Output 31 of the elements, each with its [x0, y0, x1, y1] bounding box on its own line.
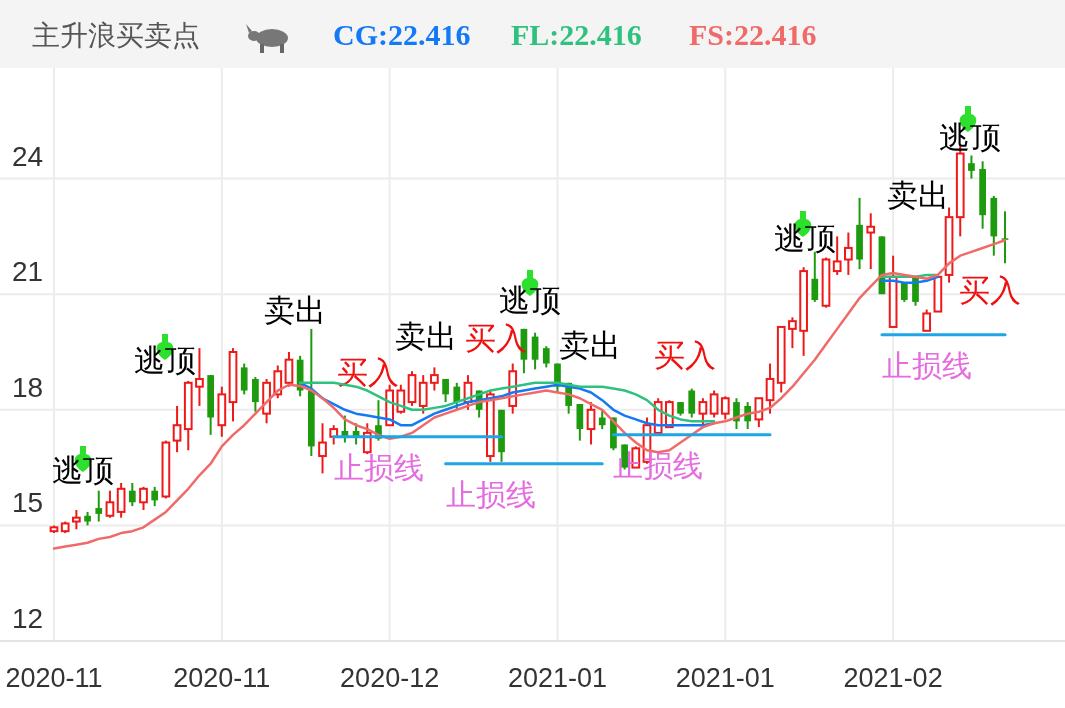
x-tick-label: 2020-11: [5, 663, 103, 693]
annotation: 买入: [337, 355, 399, 390]
annotation: 卖出: [264, 293, 326, 328]
series-label: 止损线: [613, 448, 704, 482]
annotation: 卖出: [559, 328, 621, 363]
annotation: 卖出: [395, 319, 457, 354]
series-label: 止损线: [333, 450, 424, 484]
x-tick-label: 2020-11: [173, 663, 271, 693]
annotation: 买入: [654, 338, 716, 373]
x-tick-label: 2021-02: [843, 663, 943, 693]
y-tick-label: 12: [12, 603, 44, 634]
y-tick-label: 24: [12, 140, 44, 172]
text: FL:22.416: [511, 18, 642, 51]
series-label: 止损线: [445, 477, 536, 511]
text: FS:22.416: [689, 18, 817, 51]
x-tick-label: 2020-12: [340, 663, 440, 693]
annotation: 逃顶: [134, 343, 196, 378]
x-tick-label: 2021-01: [675, 663, 775, 693]
annotation: 逃顶: [499, 283, 561, 318]
chart-title: 主升浪买卖点: [32, 20, 200, 51]
annotation: 逃顶: [52, 453, 114, 488]
y-tick-label: 18: [12, 371, 44, 403]
y-tick-label: 15: [12, 487, 44, 519]
series-label: 止损线: [881, 348, 972, 382]
annotation: 逃顶: [939, 120, 1001, 155]
annotation: 逃顶: [774, 221, 836, 256]
annotation: 买入: [959, 273, 1021, 308]
y-tick-label: 21: [12, 256, 44, 288]
text: CG:22.416: [333, 18, 471, 51]
annotation: 卖出: [887, 178, 949, 213]
x-tick-label: 2021-01: [507, 663, 608, 693]
